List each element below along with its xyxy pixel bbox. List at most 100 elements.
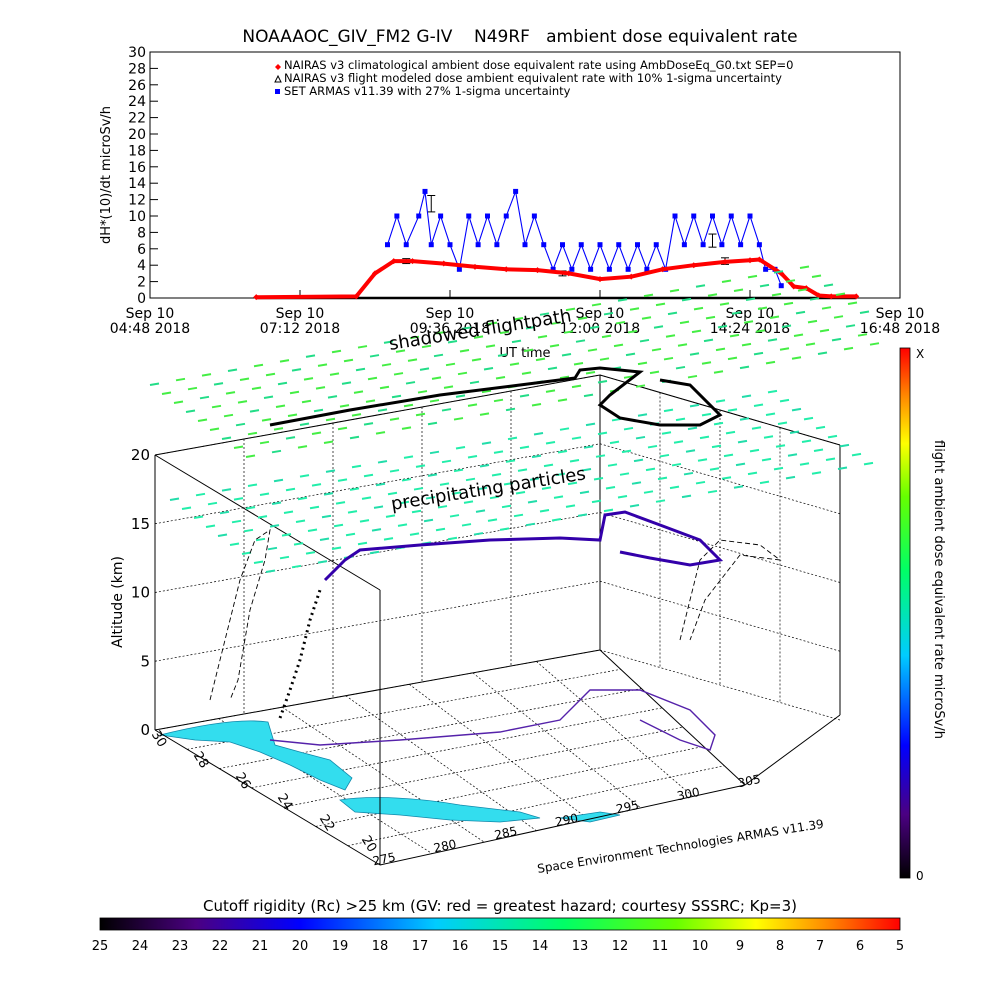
particle-dash bbox=[375, 482, 386, 487]
flight-track-altitude bbox=[323, 510, 724, 582]
particle-dash bbox=[583, 445, 594, 449]
land-masses bbox=[159, 720, 621, 823]
particle-dash bbox=[831, 337, 842, 342]
particle-dash bbox=[329, 372, 340, 376]
rigidity-tick-label: 14 bbox=[532, 939, 549, 954]
particle-dash bbox=[273, 478, 284, 483]
legend-label: NAIRAS v3 climatological ambient dose eq… bbox=[284, 58, 793, 72]
data-point-armas bbox=[485, 213, 490, 219]
particle-dash bbox=[383, 340, 394, 344]
particle-dash bbox=[773, 270, 784, 274]
longitude-tick-label: 295 bbox=[615, 798, 640, 816]
dose-rate-colorbar-bottom-label: 0 bbox=[916, 869, 924, 883]
particle-dash bbox=[325, 469, 336, 473]
particle-dash bbox=[279, 359, 290, 363]
particle-dash bbox=[247, 431, 258, 436]
particle-dash bbox=[725, 430, 736, 435]
particle-dash bbox=[435, 331, 446, 335]
data-point-armas bbox=[416, 213, 422, 219]
y-tick-label: 30 bbox=[128, 45, 146, 61]
particle-dash bbox=[863, 461, 874, 466]
particle-dash bbox=[263, 395, 274, 399]
particle-dash bbox=[453, 417, 464, 421]
particle-dash bbox=[571, 384, 582, 389]
data-point-armas bbox=[560, 242, 565, 248]
particle-dash bbox=[487, 518, 498, 522]
x-tick-label-time: 12:00 2018 bbox=[560, 321, 640, 337]
particle-dash bbox=[377, 460, 388, 464]
particle-dash bbox=[817, 351, 828, 356]
particle-dash bbox=[685, 449, 696, 453]
particle-dash bbox=[221, 436, 232, 440]
particle-dash bbox=[799, 265, 810, 269]
particle-dash bbox=[357, 541, 368, 546]
wall-gridline bbox=[154, 443, 601, 525]
data-point-armas bbox=[475, 242, 481, 248]
particle-dash bbox=[649, 370, 660, 375]
particle-dash bbox=[623, 426, 634, 431]
longitude-tick-label: 300 bbox=[676, 785, 701, 803]
particle-dash bbox=[593, 476, 604, 481]
particle-dash bbox=[543, 463, 554, 468]
particle-dash bbox=[551, 518, 562, 522]
particle-dash bbox=[821, 306, 832, 310]
particle-dash bbox=[629, 307, 640, 311]
rigidity-tick-label: 25 bbox=[92, 939, 109, 954]
latitude-tick-label: 24 bbox=[274, 791, 295, 813]
particle-dash bbox=[711, 444, 722, 449]
particle-dash bbox=[815, 425, 826, 430]
particle-dash bbox=[683, 471, 694, 476]
latitude-tick-label: 22 bbox=[316, 812, 337, 834]
particle-dash bbox=[591, 499, 602, 504]
particle-dash bbox=[513, 513, 524, 518]
particle-dash bbox=[289, 390, 300, 395]
footer-credit: Space Environment Technologies ARMAS v11… bbox=[536, 817, 824, 876]
particle-dash bbox=[761, 457, 772, 462]
particle-dash bbox=[237, 400, 248, 404]
particle-dash bbox=[627, 329, 638, 334]
particle-dash bbox=[193, 515, 204, 519]
floor-gridline bbox=[472, 672, 641, 809]
particle-dash bbox=[275, 404, 286, 408]
particle-dash bbox=[723, 453, 734, 458]
floor-gridline bbox=[281, 706, 485, 843]
particle-dash bbox=[499, 527, 510, 531]
particle-dash bbox=[265, 569, 276, 573]
particle-dash bbox=[675, 365, 686, 370]
rigidity-tick-label: 9 bbox=[736, 939, 744, 954]
particle-dash bbox=[667, 311, 678, 316]
particle-dash bbox=[211, 404, 222, 409]
particle-dash bbox=[449, 514, 460, 518]
particle-dash bbox=[573, 361, 584, 366]
particle-dash bbox=[451, 491, 462, 495]
particle-dash bbox=[847, 301, 858, 305]
particle-dash bbox=[273, 427, 284, 431]
data-point-nairas-climatological bbox=[409, 258, 416, 265]
particle-dash bbox=[713, 421, 724, 426]
rigidity-tick-label: 15 bbox=[492, 939, 509, 954]
particle-dash bbox=[707, 293, 718, 297]
particle-dash bbox=[201, 373, 212, 377]
particle-dash bbox=[603, 311, 614, 316]
data-point-armas bbox=[422, 188, 428, 194]
particle-dash bbox=[729, 333, 740, 338]
particle-dash bbox=[619, 472, 630, 476]
particle-dash bbox=[267, 546, 278, 551]
data-point-armas bbox=[597, 242, 603, 248]
particle-dash bbox=[767, 389, 778, 394]
particle-dash bbox=[383, 537, 394, 541]
particle-dash bbox=[647, 444, 658, 449]
particle-dash bbox=[349, 435, 360, 440]
data-point-armas bbox=[522, 242, 528, 248]
legend-marker bbox=[275, 64, 281, 70]
particle-dash bbox=[547, 366, 558, 371]
particle-dash bbox=[251, 386, 262, 390]
y-tick-label: 18 bbox=[128, 143, 146, 159]
particle-dash bbox=[351, 464, 362, 469]
data-point-nairas-climatological bbox=[390, 258, 397, 265]
particle-dash bbox=[631, 481, 642, 485]
particle-dash bbox=[407, 358, 418, 362]
particle-dash bbox=[859, 310, 870, 314]
particle-dash bbox=[661, 431, 672, 435]
particle-dash bbox=[245, 506, 256, 510]
